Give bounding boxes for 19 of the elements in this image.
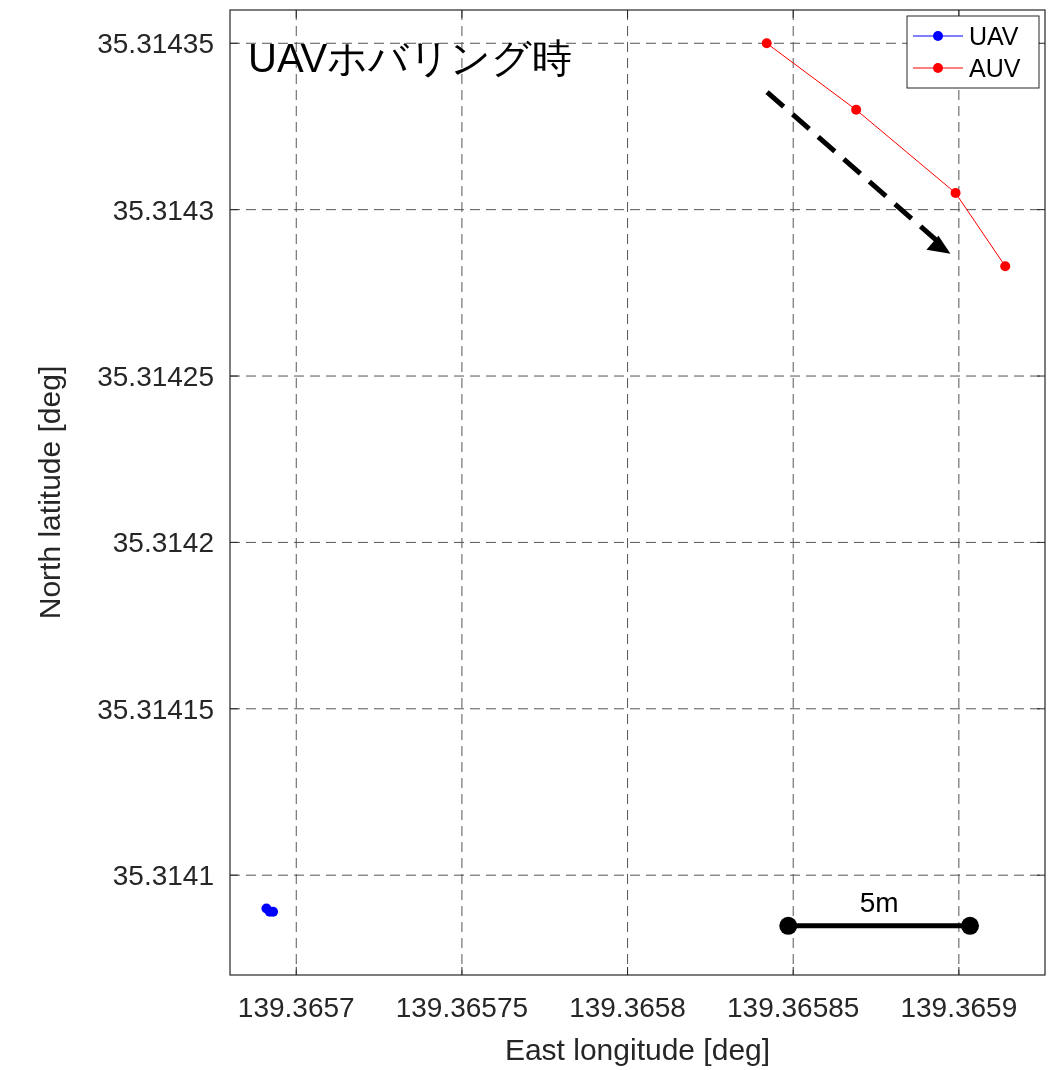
- x-tick-label: 139.36585: [727, 992, 860, 1023]
- text: UAVホバリング時: [248, 36, 573, 80]
- x-tick-label: 139.3658: [569, 992, 686, 1023]
- y-tick-label: 35.3143: [112, 194, 214, 226]
- y-tick-label: 35.31435: [97, 28, 214, 60]
- x-tick-label: 139.3657: [237, 992, 355, 1023]
- x-tick-label: 139.36575: [395, 992, 529, 1023]
- y-tick-label: 35.31415: [97, 693, 214, 725]
- y-tick-label: 35.31425: [97, 361, 214, 393]
- legend-label: UAV: [969, 22, 1019, 50]
- x-tick-label: 139.3659: [900, 992, 1018, 1023]
- y-tick-label: 35.3142: [112, 527, 214, 559]
- annotation: 5m: [859, 886, 899, 918]
- y-tick-label: 35.3141: [112, 860, 214, 892]
- legend-label: AUV: [969, 54, 1021, 82]
- point: [1000, 261, 1011, 272]
- x-axis-title: East longitude [deg]: [504, 1033, 771, 1066]
- point: [761, 38, 772, 49]
- y-axis-title: North latitude [deg]: [33, 365, 66, 620]
